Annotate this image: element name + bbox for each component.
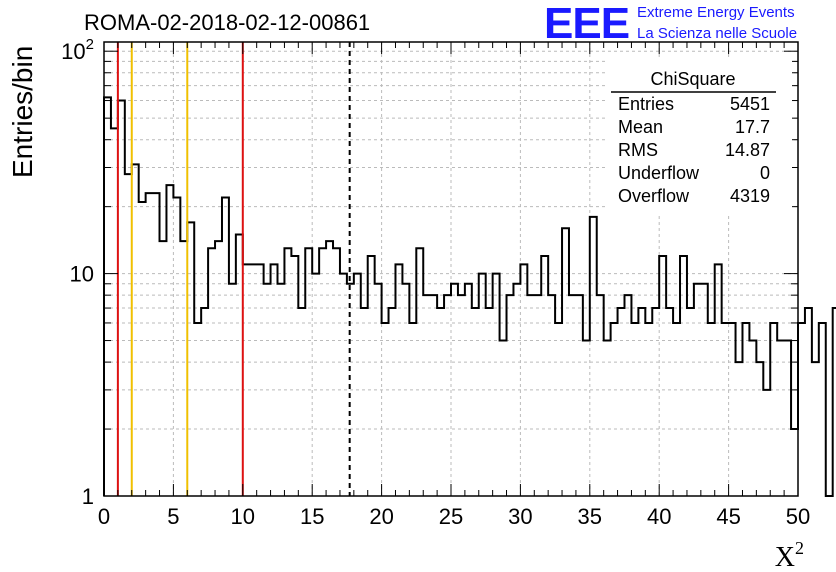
logo-line-2: La Scienza nelle Scuole bbox=[637, 25, 798, 42]
stats-row-label: Overflow bbox=[618, 186, 690, 206]
stats-box-title: ChiSquare bbox=[650, 69, 735, 89]
y-tick-label: 1 bbox=[82, 484, 94, 509]
x-tick-label: 20 bbox=[369, 504, 393, 529]
logo-line-1: Extreme Energy Events bbox=[637, 4, 795, 21]
stats-row-value: 0 bbox=[760, 163, 770, 183]
x-tick-label: 45 bbox=[716, 504, 740, 529]
x-axis-label: X2 bbox=[775, 538, 804, 572]
stats-row-value: 17.7 bbox=[735, 117, 770, 137]
x-tick-label: 15 bbox=[300, 504, 324, 529]
x-tick-label: 35 bbox=[578, 504, 602, 529]
stats-row-label: Underflow bbox=[618, 163, 700, 183]
x-tick-label: 40 bbox=[647, 504, 671, 529]
x-tick-label: 25 bbox=[439, 504, 463, 529]
stats-row-value: 5451 bbox=[730, 94, 770, 114]
stats-row-label: Entries bbox=[618, 94, 674, 114]
chart-title: ROMA-02-2018-02-12-00861 bbox=[84, 10, 371, 35]
stats-row-value: 14.87 bbox=[725, 140, 770, 160]
stats-row-label: RMS bbox=[618, 140, 658, 160]
x-tick-label: 10 bbox=[231, 504, 255, 529]
y-tick-label: 102 bbox=[61, 36, 94, 64]
x-tick-label: 0 bbox=[98, 504, 110, 529]
stats-row-value: 4319 bbox=[730, 186, 770, 206]
y-axis-label: Entries/bin bbox=[7, 46, 38, 178]
stats-box-background bbox=[606, 58, 792, 214]
y-tick-label: 10 bbox=[70, 262, 94, 287]
x-tick-label: 30 bbox=[508, 504, 532, 529]
eee-logo: EEE bbox=[544, 0, 630, 48]
histogram-outline bbox=[103, 96, 836, 497]
x-tick-label: 5 bbox=[167, 504, 179, 529]
stats-row-label: Mean bbox=[618, 117, 663, 137]
x-tick-label: 50 bbox=[786, 504, 810, 529]
